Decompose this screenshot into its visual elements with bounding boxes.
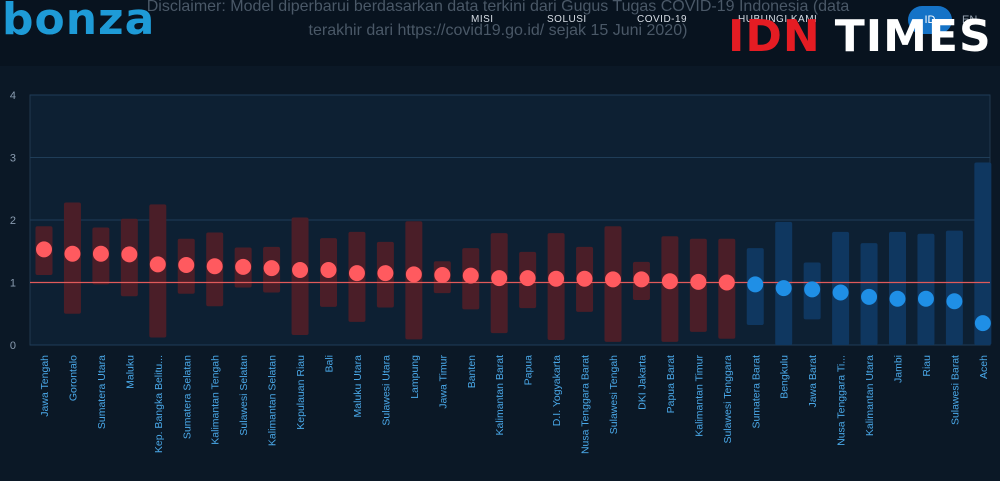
rt-point bbox=[861, 288, 878, 305]
rt-point bbox=[292, 262, 309, 278]
x-tick-label: Aceh bbox=[978, 355, 990, 379]
x-tick-label: Kalimantan Utara bbox=[864, 355, 876, 436]
y-tick-label: 0 bbox=[10, 340, 16, 352]
rt-point bbox=[348, 265, 365, 282]
x-tick-label: Papua bbox=[523, 355, 535, 386]
x-tick-label: Kalimantan Timur bbox=[693, 355, 705, 437]
bonza-logo[interactable]: bonza bbox=[2, 0, 156, 45]
rt-point bbox=[434, 267, 451, 283]
uncertainty-bar bbox=[945, 230, 963, 345]
x-tick-label: Banten bbox=[466, 355, 478, 388]
x-tick-label: Maluku Utara bbox=[352, 355, 364, 418]
rt-point bbox=[519, 270, 536, 287]
x-tick-label: Sulawesi Tengah bbox=[608, 355, 620, 434]
x-tick-label: Kepulauan Riau bbox=[295, 355, 307, 430]
rt-point bbox=[633, 271, 650, 288]
x-tick-label: Nusa Tenggara Ti... bbox=[836, 355, 848, 446]
rt-point bbox=[405, 266, 422, 283]
rt-point bbox=[946, 293, 963, 310]
rt-point bbox=[605, 271, 621, 288]
uncertainty-bar bbox=[889, 231, 906, 345]
x-tick-label: Sumatera Barat bbox=[750, 355, 762, 429]
nav-item-hubungi-kami[interactable]: HUBUNGI KAMI bbox=[738, 14, 818, 25]
rt-point bbox=[661, 273, 678, 290]
language-toggle-id[interactable]: ID bbox=[908, 6, 952, 34]
x-tick-label: Sumatera Utara bbox=[96, 355, 108, 429]
rt-point bbox=[92, 245, 109, 262]
rt-point bbox=[36, 241, 52, 258]
rt-point bbox=[917, 290, 934, 307]
rt-point bbox=[747, 276, 764, 293]
rt-point bbox=[178, 257, 195, 273]
x-tick-label: Maluku bbox=[124, 355, 136, 389]
x-tick-label: Sulawesi Utara bbox=[380, 355, 392, 426]
idn-times-watermark: IDN TIMES bbox=[728, 12, 992, 62]
uncertainty-bar bbox=[917, 233, 935, 345]
x-tick-label: Sumatera Selatan bbox=[181, 355, 193, 439]
y-tick-label: 2 bbox=[10, 215, 16, 227]
language-toggle-en[interactable]: EN bbox=[962, 14, 978, 26]
rt-point bbox=[718, 274, 735, 291]
y-tick-label: 3 bbox=[10, 153, 16, 165]
rt-point bbox=[235, 258, 252, 275]
x-tick-label: Lampung bbox=[409, 355, 421, 399]
x-tick-label: Bali bbox=[324, 355, 336, 373]
x-tick-label: Gorontalo bbox=[67, 355, 79, 401]
y-tick-label: 1 bbox=[10, 278, 16, 290]
x-tick-label: D.I. Yogyakarta bbox=[551, 355, 563, 426]
rt-point bbox=[804, 281, 821, 298]
watermark-times: TIMES bbox=[834, 11, 992, 62]
rt-point bbox=[64, 245, 81, 262]
x-tick-label: Bengkulu bbox=[779, 355, 791, 399]
rt-point bbox=[548, 270, 565, 287]
watermark-idn: IDN bbox=[728, 11, 821, 62]
x-tick-label: Kep. Bangka Belitu... bbox=[153, 355, 165, 453]
rt-point bbox=[690, 273, 707, 290]
rt-point bbox=[149, 256, 166, 273]
x-tick-label: Kalimantan Selatan bbox=[267, 355, 279, 446]
nav-item-covid19[interactable]: COVID-19 bbox=[637, 14, 688, 25]
x-tick-label: Sulawesi Tenggara bbox=[722, 355, 734, 444]
x-tick-label: Jawa Barat bbox=[807, 355, 819, 408]
x-tick-label: Riau bbox=[921, 355, 933, 377]
rt-point bbox=[377, 265, 394, 282]
rt-point bbox=[832, 284, 849, 301]
x-tick-label: DKI Jakarta bbox=[636, 355, 648, 410]
x-tick-label: Jawa Timur bbox=[437, 355, 449, 409]
x-tick-label: Papua Barat bbox=[665, 355, 677, 413]
y-tick-label: 4 bbox=[10, 90, 16, 102]
rt-point bbox=[320, 262, 337, 278]
rt-point bbox=[206, 258, 223, 275]
top-navigation-bar: bonza Disclaimer: Model diperbarui berda… bbox=[0, 0, 1000, 66]
nav-item-misi[interactable]: MISI bbox=[471, 14, 494, 25]
x-tick-label: Sulawesi Selatan bbox=[238, 355, 250, 436]
rt-point bbox=[121, 246, 138, 263]
nav-item-solusi[interactable]: SOLUSI bbox=[547, 14, 587, 25]
x-tick-label: Jambi bbox=[893, 355, 905, 383]
rt-point bbox=[576, 270, 593, 287]
x-tick-label: Sulawesi Barat bbox=[949, 355, 961, 425]
rt-point bbox=[974, 315, 991, 332]
x-tick-label: Nusa Tenggara Barat bbox=[580, 355, 592, 454]
disclaimer-text: Disclaimer: Model diperbarui berdasarkan… bbox=[146, 0, 850, 39]
rt-point bbox=[462, 267, 479, 284]
rt-point bbox=[775, 280, 792, 297]
rt-point bbox=[889, 290, 906, 307]
uncertainty-bar bbox=[974, 162, 992, 345]
x-tick-label: Jawa Tengah bbox=[39, 355, 51, 417]
rt-point bbox=[263, 260, 280, 277]
x-tick-label: Kalimantan Barat bbox=[494, 355, 506, 436]
x-tick-label: Kalimantan Tengah bbox=[210, 355, 222, 445]
rt-point bbox=[491, 270, 508, 287]
